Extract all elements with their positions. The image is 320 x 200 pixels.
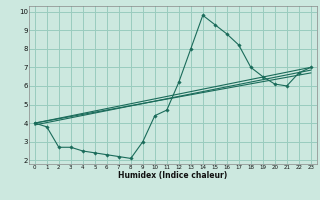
X-axis label: Humidex (Indice chaleur): Humidex (Indice chaleur) xyxy=(118,171,228,180)
